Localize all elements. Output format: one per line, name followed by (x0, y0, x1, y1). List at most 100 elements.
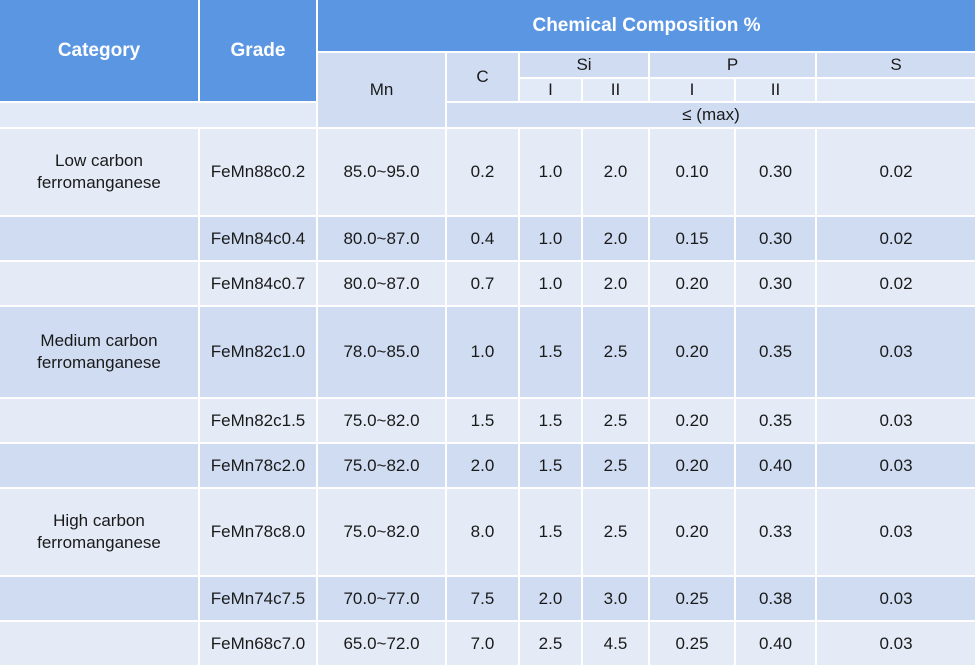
header-si: Si (520, 53, 650, 79)
table-row: FeMn82c1.5 75.0~82.0 1.5 1.5 2.5 0.20 0.35 0.03 (0, 399, 977, 444)
cell-p-grade-2: 0.35 (736, 399, 817, 444)
cell-si-grade-1: 1.0 (520, 129, 583, 217)
cell-grade: FeMn84c0.7 (200, 262, 318, 307)
cell-si-grade-2: 3.0 (583, 577, 650, 622)
cell-si-grade-2: 2.5 (583, 444, 650, 489)
grade-text: FeMn84c0.7 (210, 273, 306, 293)
header-max-note: ≤ (max) (447, 103, 977, 129)
cell-c: 8.0 (447, 489, 520, 577)
cell-c: 0.4 (447, 217, 520, 262)
grade-text: FeMn84c0.4 (210, 228, 306, 248)
cell-grade: FeMn78c8.0 (200, 489, 318, 577)
cell-grade: FeMn88c0.2 (200, 129, 318, 217)
header-s-blank (817, 79, 977, 103)
header-si-grade-1: I (520, 79, 583, 103)
cell-grade: FeMn68c7.0 (200, 622, 318, 665)
cell-si-grade-1: 1.0 (520, 262, 583, 307)
cell-s: 0.02 (817, 217, 977, 262)
header-c: C (447, 53, 520, 103)
cell-si-grade-2: 2.0 (583, 262, 650, 307)
cell-c: 0.2 (447, 129, 520, 217)
cell-p-grade-1: 0.25 (650, 622, 736, 665)
cell-category (0, 399, 200, 444)
table-row: Medium carbon ferromanganese FeMn82c1.0 78… (0, 307, 977, 399)
cell-mn: 75.0~82.0 (318, 489, 447, 577)
cell-p-grade-1: 0.20 (650, 444, 736, 489)
cell-category: High carbon ferromanganese (0, 489, 200, 577)
cell-grade: FeMn82c1.0 (200, 307, 318, 399)
cell-s: 0.03 (817, 307, 977, 399)
cell-p-grade-1: 0.10 (650, 129, 736, 217)
cell-s: 0.03 (817, 444, 977, 489)
cell-si-grade-1: 2.5 (520, 622, 583, 665)
cell-p-grade-1: 0.20 (650, 489, 736, 577)
header-chemical-composition: Chemical Composition % (318, 0, 977, 53)
header-p-grade-2: II (736, 79, 817, 103)
table-row: FeMn84c0.4 80.0~87.0 0.4 1.0 2.0 0.15 0.30 0.02 (0, 217, 977, 262)
cell-p-grade-1: 0.20 (650, 399, 736, 444)
table-row: Low carbon ferromanganese FeMn88c0.2 85.0~… (0, 129, 977, 217)
cell-s: 0.03 (817, 489, 977, 577)
cell-category (0, 444, 200, 489)
table-row: FeMn68c7.0 65.0~72.0 7.0 2.5 4.5 0.25 0.40 0.03 (0, 622, 977, 665)
cell-s: 0.03 (817, 399, 977, 444)
cell-p-grade-2: 0.30 (736, 129, 817, 217)
cell-p-grade-2: 0.40 (736, 444, 817, 489)
cell-mn: 70.0~77.0 (318, 577, 447, 622)
cell-mn: 75.0~82.0 (318, 399, 447, 444)
cell-c: 1.5 (447, 399, 520, 444)
cell-p-grade-1: 0.20 (650, 262, 736, 307)
cell-category (0, 262, 200, 307)
cell-c: 7.0 (447, 622, 520, 665)
cell-p-grade-2: 0.38 (736, 577, 817, 622)
cell-category (0, 217, 200, 262)
table-body: Low carbon ferromanganese FeMn88c0.2 85.0~… (0, 129, 977, 665)
cell-p-grade-2: 0.33 (736, 489, 817, 577)
cell-c: 0.7 (447, 262, 520, 307)
header-category: Category (0, 0, 200, 103)
grade-text: FeMn74c7.5 (210, 588, 306, 608)
cell-category: Medium carbon ferromanganese (0, 307, 200, 399)
grade-text: FeMn88c0.2 (210, 162, 306, 181)
cell-grade: FeMn78c2.0 (200, 444, 318, 489)
table-row: High carbon ferromanganese FeMn78c8.0 75.0… (0, 489, 977, 577)
cell-si-grade-2: 4.5 (583, 622, 650, 665)
cell-si-grade-1: 1.5 (520, 307, 583, 399)
grade-text: FeMn82c1.0 (210, 342, 306, 361)
cell-s: 0.03 (817, 622, 977, 665)
cell-si-grade-2: 2.5 (583, 399, 650, 444)
cell-p-grade-1: 0.25 (650, 577, 736, 622)
header-si-grade-2: II (583, 79, 650, 103)
cell-si-grade-2: 2.0 (583, 217, 650, 262)
cell-mn: 65.0~72.0 (318, 622, 447, 665)
category-text: Low carbon ferromanganese (37, 151, 161, 192)
cell-p-grade-1: 0.15 (650, 217, 736, 262)
cell-p-grade-2: 0.30 (736, 217, 817, 262)
cell-c: 2.0 (447, 444, 520, 489)
cell-si-grade-2: 2.5 (583, 307, 650, 399)
header-p: P (650, 53, 817, 79)
cell-si-grade-1: 1.5 (520, 399, 583, 444)
cell-mn: 80.0~87.0 (318, 217, 447, 262)
grade-text: FeMn78c2.0 (210, 455, 306, 475)
cell-s: 0.03 (817, 577, 977, 622)
cell-mn: 85.0~95.0 (318, 129, 447, 217)
cell-si-grade-1: 2.0 (520, 577, 583, 622)
cell-s: 0.02 (817, 262, 977, 307)
cell-category: Low carbon ferromanganese (0, 129, 200, 217)
cell-c: 1.0 (447, 307, 520, 399)
grade-text: FeMn68c7.0 (210, 633, 306, 653)
cell-mn: 78.0~85.0 (318, 307, 447, 399)
cell-p-grade-2: 0.35 (736, 307, 817, 399)
header-p-grade-1: I (650, 79, 736, 103)
cell-mn: 75.0~82.0 (318, 444, 447, 489)
grade-text: FeMn78c8.0 (210, 522, 306, 541)
cell-p-grade-2: 0.40 (736, 622, 817, 665)
grade-text: FeMn82c1.5 (210, 410, 306, 430)
cell-grade: FeMn74c7.5 (200, 577, 318, 622)
category-text: High carbon ferromanganese (37, 511, 161, 552)
cell-category (0, 577, 200, 622)
table-row: FeMn84c0.7 80.0~87.0 0.7 1.0 2.0 0.20 0.30 0.02 (0, 262, 977, 307)
